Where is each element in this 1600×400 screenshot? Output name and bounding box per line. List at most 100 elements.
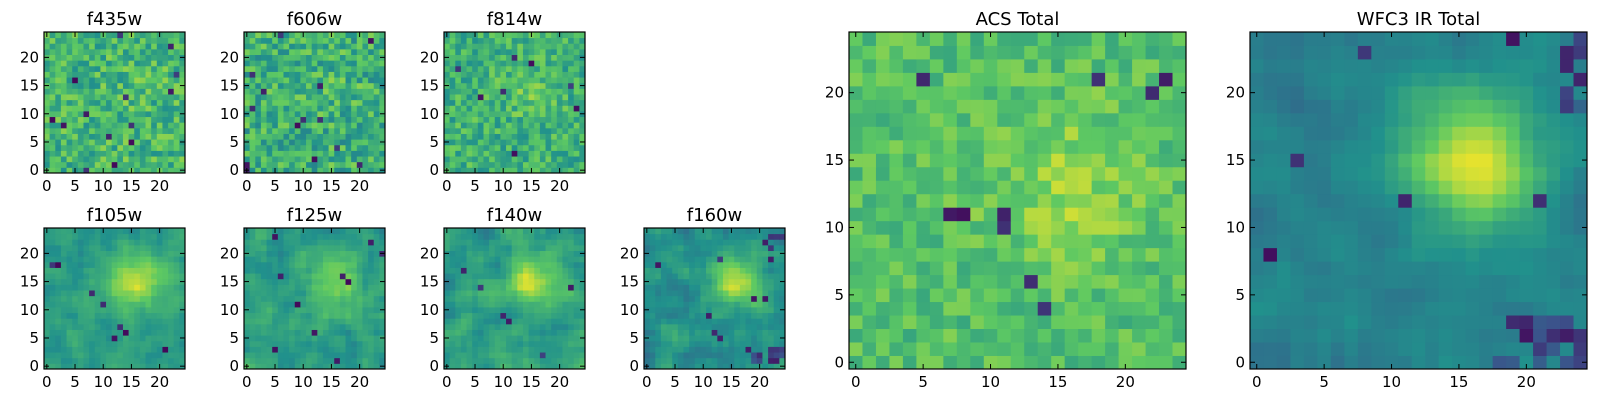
heatmap-cell <box>472 144 479 151</box>
heatmap-cell <box>83 65 90 72</box>
heatmap-cell <box>483 54 490 61</box>
heatmap-cell <box>472 250 479 257</box>
heatmap-cell <box>528 82 535 89</box>
heatmap-cell <box>255 256 262 263</box>
heatmap-cell <box>517 312 524 319</box>
heatmap-cell <box>1159 166 1173 181</box>
heatmap-cell <box>162 82 169 89</box>
heatmap-cell <box>162 233 169 240</box>
heatmap-cell <box>255 60 262 67</box>
heatmap-cell <box>162 133 169 140</box>
heatmap-cell <box>244 156 251 163</box>
y-tick-label: 0 <box>29 161 39 179</box>
heatmap-cell <box>1172 220 1187 235</box>
heatmap-cell <box>94 233 101 240</box>
heatmap-cell <box>562 256 569 263</box>
heatmap-cell <box>489 71 496 78</box>
heatmap-cell <box>356 110 363 118</box>
heatmap-cell <box>368 267 375 274</box>
heatmap-cell <box>379 122 386 129</box>
heatmap-cell <box>322 32 330 39</box>
heatmap-cell <box>60 150 68 157</box>
heatmap-cell <box>773 312 780 319</box>
heatmap-cell <box>722 244 730 252</box>
heatmap-cell <box>773 244 780 252</box>
heatmap-cell <box>466 43 473 50</box>
heatmap-cell <box>751 329 758 336</box>
heatmap-cell <box>83 273 90 280</box>
heatmap-cell <box>151 340 158 347</box>
heatmap-cell <box>655 301 662 308</box>
heatmap-cell <box>260 150 268 157</box>
heatmap-cell <box>111 105 118 112</box>
heatmap-cell <box>283 352 290 359</box>
heatmap-cell <box>151 32 158 39</box>
heatmap-cell <box>89 37 96 44</box>
heatmap-cell <box>511 340 518 347</box>
heatmap-cell <box>568 60 575 67</box>
heatmap-cell <box>970 274 985 289</box>
heatmap-cell <box>489 133 496 140</box>
heatmap-cell <box>722 312 730 319</box>
heatmap-cell <box>362 239 369 246</box>
heatmap-cell <box>739 267 746 274</box>
heatmap-cell <box>551 116 558 123</box>
heatmap-cell <box>997 355 1012 370</box>
heatmap-cell <box>89 244 96 252</box>
heatmap-cell <box>562 312 569 319</box>
heatmap-cell <box>351 278 358 285</box>
heatmap-cell <box>322 340 330 347</box>
heatmap-cell <box>306 278 313 285</box>
heatmap-cell <box>179 32 186 39</box>
heatmap-cell <box>694 261 701 268</box>
heatmap-cell <box>1105 261 1120 276</box>
heatmap-cell <box>117 295 124 302</box>
heatmap-cell <box>472 150 479 157</box>
heatmap-cell <box>100 346 107 353</box>
heatmap-cell <box>339 161 346 168</box>
heatmap-cell <box>306 161 313 168</box>
heatmap-cell <box>83 110 90 118</box>
heatmap-cell <box>277 329 284 336</box>
heatmap-cell <box>300 60 307 67</box>
heatmap-cell <box>455 37 462 44</box>
heatmap-cell <box>768 284 775 291</box>
heatmap-cell <box>55 239 62 246</box>
heatmap-cell <box>328 127 335 134</box>
heatmap-cell <box>466 239 473 246</box>
heatmap-cell <box>266 250 273 257</box>
heatmap-cell <box>511 312 518 319</box>
heatmap-cell <box>66 110 73 118</box>
heatmap-cell <box>551 139 558 146</box>
heatmap-cell <box>455 295 462 302</box>
heatmap-cell <box>466 278 473 285</box>
heatmap-cell <box>272 156 279 163</box>
heatmap-cell <box>472 60 479 67</box>
heatmap-cell <box>306 54 313 61</box>
heatmap-cell <box>311 127 318 134</box>
heatmap-cell <box>173 278 180 285</box>
heatmap-cell <box>694 250 701 257</box>
heatmap-cell <box>506 244 513 252</box>
heatmap-cell <box>506 116 513 123</box>
heatmap-cell <box>849 153 863 168</box>
heatmap-cell <box>266 110 273 118</box>
heatmap-cell <box>317 54 324 61</box>
heatmap-cell <box>49 244 56 252</box>
heatmap-cell <box>494 156 501 163</box>
heatmap-cell <box>562 244 569 252</box>
heatmap-cell <box>466 99 473 106</box>
heatmap-cell <box>77 267 84 274</box>
heatmap-cell <box>94 256 101 263</box>
x-tick-label: 15 <box>522 373 541 391</box>
heatmap-cell <box>444 323 451 330</box>
heatmap-cell <box>306 139 313 146</box>
heatmap-cell <box>272 346 279 353</box>
heatmap-cell <box>460 133 468 140</box>
heatmap-cell <box>277 43 284 50</box>
heatmap-cell <box>244 346 251 353</box>
heatmap-cell <box>317 244 324 252</box>
heatmap-cell <box>528 261 535 268</box>
heatmap-cell <box>289 301 296 308</box>
heatmap-cell <box>522 256 530 263</box>
